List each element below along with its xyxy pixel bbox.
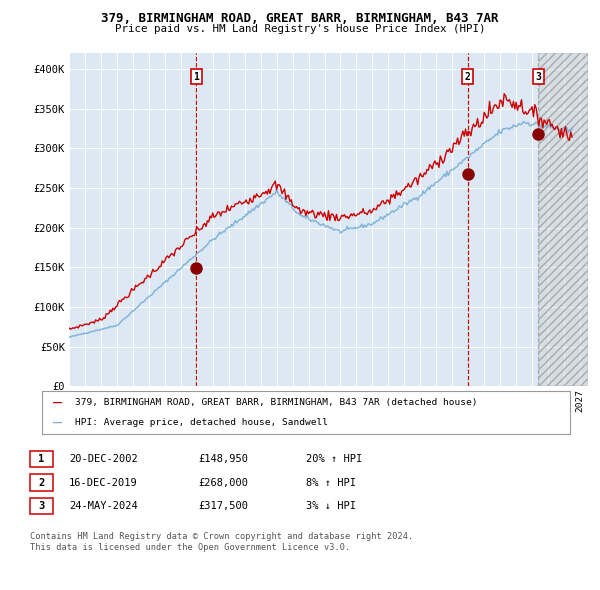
Text: Price paid vs. HM Land Registry's House Price Index (HPI): Price paid vs. HM Land Registry's House … [115, 24, 485, 34]
Bar [539, 53, 588, 386]
Text: 20-DEC-2002: 20-DEC-2002 [69, 454, 138, 464]
Text: 3% ↓ HPI: 3% ↓ HPI [306, 502, 356, 511]
Text: 8% ↑ HPI: 8% ↑ HPI [306, 478, 356, 487]
Text: £148,950: £148,950 [198, 454, 248, 464]
Text: —: — [53, 415, 62, 430]
Text: 2: 2 [464, 72, 470, 82]
Text: 16-DEC-2019: 16-DEC-2019 [69, 478, 138, 487]
Text: 24-MAY-2024: 24-MAY-2024 [69, 502, 138, 511]
Text: 379, BIRMINGHAM ROAD, GREAT BARR, BIRMINGHAM, B43 7AR: 379, BIRMINGHAM ROAD, GREAT BARR, BIRMIN… [101, 12, 499, 25]
Text: 1: 1 [193, 72, 199, 82]
Text: £317,500: £317,500 [198, 502, 248, 511]
Text: —: — [53, 395, 62, 410]
Text: Contains HM Land Registry data © Crown copyright and database right 2024.
This d: Contains HM Land Registry data © Crown c… [30, 532, 413, 552]
Text: 3: 3 [535, 72, 541, 82]
Text: £268,000: £268,000 [198, 478, 248, 487]
Text: 20% ↑ HPI: 20% ↑ HPI [306, 454, 362, 464]
Text: 1: 1 [38, 454, 44, 464]
Text: 379, BIRMINGHAM ROAD, GREAT BARR, BIRMINGHAM, B43 7AR (detached house): 379, BIRMINGHAM ROAD, GREAT BARR, BIRMIN… [75, 398, 478, 407]
Text: 3: 3 [38, 502, 44, 511]
Text: HPI: Average price, detached house, Sandwell: HPI: Average price, detached house, Sand… [75, 418, 328, 427]
Text: 2: 2 [38, 478, 44, 487]
Bar [539, 53, 588, 386]
